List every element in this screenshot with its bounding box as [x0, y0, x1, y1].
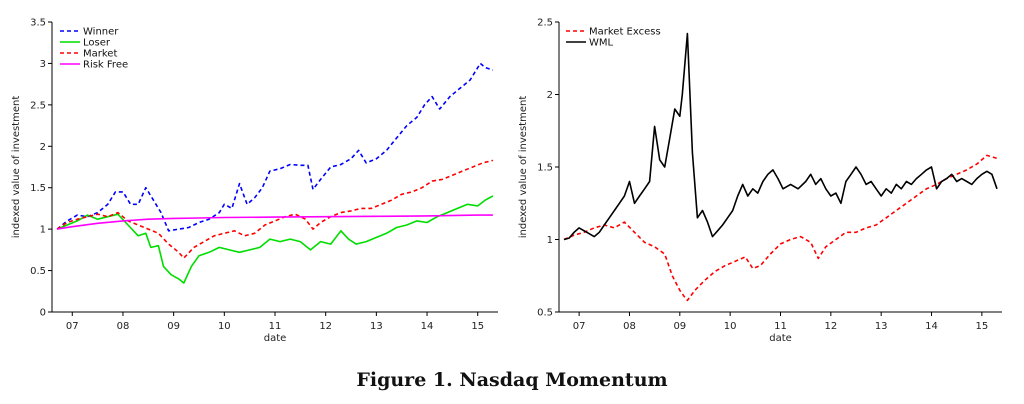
y-tick-label: 3.5: [30, 18, 46, 29]
x-tick-label: 14: [925, 321, 938, 332]
x-tick-label: 11: [269, 321, 282, 332]
x-tick-label: 08: [623, 321, 636, 332]
x-tick-label: 10: [724, 321, 737, 332]
x-tick-label: 09: [673, 321, 686, 332]
legend-label: Loser: [83, 38, 111, 49]
y-tick-label: 2: [547, 90, 553, 101]
x-tick-label: 07: [66, 321, 79, 332]
x-tick-label: 15: [975, 321, 988, 332]
legend-label: Risk Free: [83, 60, 128, 71]
y-tick-label: 1.5: [30, 183, 46, 194]
x-tick-label: 10: [218, 321, 231, 332]
x-tick-label: 14: [421, 321, 434, 332]
x-tick-label: 12: [319, 321, 332, 332]
legend-label: WML: [589, 38, 614, 49]
y-axis-title: indexed value of investment: [11, 96, 22, 239]
x-tick-label: 12: [824, 321, 837, 332]
y-tick-label: 0.5: [537, 308, 553, 319]
series-line-market: [56, 159, 494, 259]
series-line-winner: [56, 62, 494, 232]
x-tick-label: 13: [875, 321, 888, 332]
y-tick-label: 2.5: [30, 100, 46, 111]
series-line-risk-free: [56, 214, 493, 230]
legend-label: Winner: [83, 27, 119, 38]
figure-caption: Figure 1. Nasdaq Momentum: [356, 369, 668, 391]
x-tick-label: 08: [117, 321, 130, 332]
series-line-wml: [563, 32, 998, 241]
x-tick-label: 13: [370, 321, 383, 332]
y-tick-label: 0.5: [30, 266, 46, 277]
chart-right: 0.5 1 1.5 2 2.5 07 08 09 10 11 12 13 14 15 date indexed…: [518, 18, 1002, 344]
y-tick-label: 3: [40, 59, 46, 70]
y-tick-label: 1: [40, 225, 46, 236]
y-tick-label: 1.5: [537, 163, 553, 174]
y-axis-title: indexed value of investment: [518, 96, 529, 239]
y-tick-label: 2: [40, 142, 46, 153]
y-tick-label: 0: [40, 308, 46, 319]
series-line-market-excess: [563, 154, 998, 302]
x-tick-label: 07: [573, 321, 586, 332]
legend-label: Market: [83, 49, 117, 60]
y-tick-label: 1: [547, 235, 553, 246]
x-tick-label: 09: [167, 321, 180, 332]
series-line-loser: [56, 195, 494, 284]
legend-label: Market Excess: [589, 27, 661, 38]
chart-left: 0 0.5 1 1.5 2 2.5 3 3.5 07 08 09 10 11 12 13 14 15 date in…: [11, 18, 498, 344]
x-axis-title: date: [264, 333, 287, 344]
x-tick-label: 11: [774, 321, 787, 332]
x-axis-title: date: [769, 333, 792, 344]
x-tick-label: 15: [471, 321, 484, 332]
y-tick-label: 2.5: [537, 18, 553, 29]
